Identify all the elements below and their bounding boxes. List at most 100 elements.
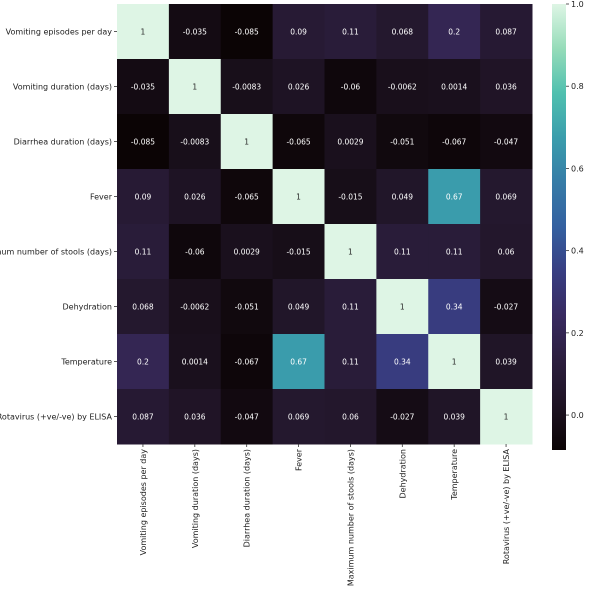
colorbar-tick-label: 0.0	[571, 411, 584, 420]
heatmap-cell	[428, 279, 481, 335]
heatmap-cell	[428, 169, 481, 225]
cell-value-label: -0.027	[390, 413, 414, 422]
heatmap-cell	[272, 59, 325, 115]
column-label: Vomiting episodes per day	[139, 449, 148, 556]
cell-value-label: 0.34	[446, 303, 463, 312]
heatmap-cell	[324, 169, 377, 225]
heatmap-cell	[324, 59, 377, 115]
colorbar-tick-label: 0.4	[571, 247, 584, 256]
cell-value-label: -0.047	[494, 138, 518, 147]
cell-value-label: 1	[348, 248, 353, 257]
heatmap-cell	[272, 334, 325, 390]
cell-value-label: -0.035	[131, 83, 155, 92]
cell-value-label: 0.0029	[337, 138, 363, 147]
heatmap-cell	[480, 59, 533, 115]
heatmap-cell	[220, 169, 274, 225]
heatmap-cell	[272, 169, 325, 225]
heatmap-cell	[324, 4, 377, 60]
heatmap-cell	[428, 4, 481, 60]
colorbar-tick-label: 0.6	[571, 164, 584, 173]
heatmap-cell	[376, 334, 429, 390]
heatmap-cell	[220, 389, 274, 445]
row-label: Rotavirus (+ve/-ve) by ELISA	[0, 413, 113, 422]
heatmap-cell	[272, 279, 325, 335]
row-labels: Vomiting episodes per day Vomiting durati…	[0, 28, 117, 422]
column-label: Vomiting duration (days)	[191, 449, 200, 548]
heatmap-cell	[117, 169, 170, 225]
cell-value-label: 0.0029	[234, 248, 260, 257]
row-label: Vomiting duration (days)	[13, 83, 112, 92]
cell-value-label: 0.087	[495, 28, 517, 37]
cell-value-label: 0.06	[342, 413, 359, 422]
row-label: Diarrhea duration (days)	[14, 138, 112, 147]
cell-value-label: 0.068	[132, 303, 154, 312]
column-label: Dehydration	[398, 449, 407, 498]
row-label: Vomiting episodes per day	[6, 28, 113, 37]
cell-value-label: -0.067	[235, 358, 259, 367]
heatmap-cell	[220, 114, 274, 170]
cell-value-label: -0.06	[341, 83, 361, 92]
cell-value-label: 0.049	[288, 303, 310, 312]
cell-value-label: -0.06	[185, 248, 205, 257]
cell-value-label: -0.0083	[232, 83, 261, 92]
cell-value-label: 0.068	[392, 28, 414, 37]
heatmap-cell	[168, 169, 222, 225]
row-label: Temperature	[60, 358, 112, 367]
cell-value-label: 0.11	[342, 303, 359, 312]
cell-value-label: 1	[192, 83, 197, 92]
cell-value-label: 0.087	[132, 413, 154, 422]
heatmap-cell	[117, 334, 170, 390]
cell-value-label: -0.067	[442, 138, 466, 147]
cell-value-label: -0.065	[286, 138, 310, 147]
heatmap-cell	[376, 4, 429, 60]
column-label: Rotavirus (+ve/-ve) by ELISA	[502, 448, 511, 564]
heatmap-cell	[220, 334, 274, 390]
heatmap-cell	[428, 334, 481, 390]
cell-value-label: 0.0014	[441, 83, 467, 92]
heatmap-cell	[117, 224, 170, 280]
heatmap-cell	[480, 389, 533, 445]
colorbar: 0.0 0.2 0.4 0.6 0.8 1.0	[552, 0, 584, 450]
heatmap-cell	[220, 224, 274, 280]
cell-value-label: 0.11	[446, 248, 463, 257]
heatmap-cell	[168, 334, 222, 390]
heatmap-cell	[324, 114, 377, 170]
cell-value-label: 0.11	[135, 248, 152, 257]
heatmap-cell	[168, 279, 222, 335]
cell-value-label: 0.11	[394, 248, 411, 257]
cell-value-label: 1	[296, 193, 301, 202]
cell-value-label: -0.0062	[180, 303, 209, 312]
column-labels: Vomiting episodes per day Vomiting durati…	[139, 444, 511, 586]
cell-value-label: 0.09	[290, 28, 307, 37]
heatmap-cell	[324, 224, 377, 280]
cell-value-label: 0.09	[135, 193, 152, 202]
cell-value-label: 1	[244, 138, 249, 147]
column-label: Fever	[295, 448, 304, 471]
cell-value-label: -0.027	[494, 303, 518, 312]
cell-value-label: 0.036	[495, 83, 517, 92]
heatmap-cell	[220, 4, 274, 60]
heatmap-cell	[428, 59, 481, 115]
heatmap-cell	[376, 224, 429, 280]
cell-value-label: 0.049	[392, 193, 414, 202]
heatmap-cell	[428, 389, 481, 445]
cell-value-label: -0.065	[235, 193, 259, 202]
cell-value-label: 0.039	[443, 413, 465, 422]
cell-value-label: 0.34	[394, 358, 411, 367]
heatmap-cell	[376, 114, 429, 170]
heatmap-cell	[480, 279, 533, 335]
column-label: Diarrhea duration (days)	[243, 449, 252, 547]
heatmap-cell	[480, 169, 533, 225]
heatmap-cell	[376, 169, 429, 225]
cell-value-label: -0.035	[183, 28, 207, 37]
cell-value-label: -0.015	[338, 193, 362, 202]
cell-value-label: 0.026	[184, 193, 206, 202]
heatmap-cell	[117, 114, 170, 170]
heatmap-cells: 1 -0.035 -0.085 0.09 0.11 0.068 0.2 0.087 -0.035…	[117, 4, 533, 445]
column-label: Maximum number of stools (days)	[346, 449, 355, 586]
cell-value-label: -0.015	[286, 248, 310, 257]
cell-value-label: 0.11	[342, 28, 359, 37]
heatmap-cell	[168, 59, 222, 115]
heatmap-cell	[480, 114, 533, 170]
heatmap-cell	[272, 389, 325, 445]
